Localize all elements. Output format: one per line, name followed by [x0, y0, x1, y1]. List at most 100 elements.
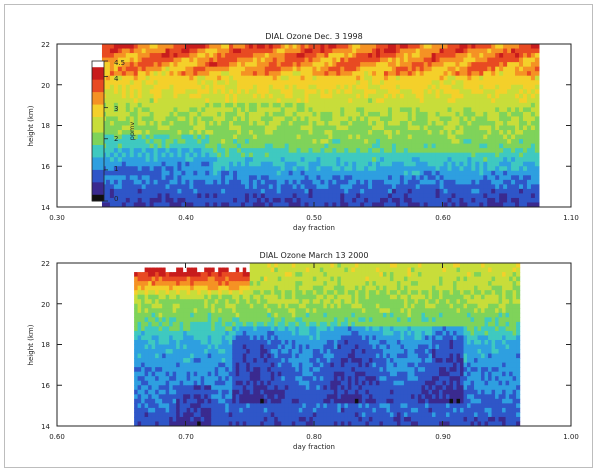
heatmap-cell: [173, 125, 179, 131]
heatmap-cell: [260, 161, 266, 167]
heatmap-cell: [186, 339, 191, 346]
heatmap-cell: [387, 111, 393, 118]
heatmap-cell: [296, 134, 302, 140]
heatmap-cell: [324, 89, 329, 95]
heatmap-cell: [134, 416, 139, 423]
heatmap-cell: [158, 303, 163, 309]
heatmap-cell: [471, 62, 476, 68]
heatmap-cell: [252, 197, 258, 204]
heatmap-cell: [427, 197, 433, 204]
heatmap-cell: [169, 349, 174, 355]
heatmap-cell: [272, 48, 278, 54]
heatmap-cell: [233, 66, 238, 72]
heatmap-cell: [459, 166, 465, 172]
heatmap-cell: [240, 71, 246, 77]
heatmap-cell: [237, 57, 242, 63]
heatmap-cell: [455, 71, 461, 77]
heatmap-cell: [137, 367, 142, 373]
heatmap-cell: [153, 202, 159, 207]
heatmap-cell: [109, 166, 115, 172]
heatmap-cell: [463, 193, 468, 199]
heatmap-cell: [240, 107, 246, 113]
heatmap-cell: [248, 184, 254, 190]
heatmap-cell: [511, 93, 516, 99]
heatmap-cell: [387, 166, 393, 172]
heatmap-cell: [391, 53, 397, 59]
heatmap-cell: [471, 157, 476, 163]
heatmap-cell: [162, 312, 167, 318]
heatmap-cell: [324, 161, 329, 167]
heatmap-cell: [189, 44, 194, 50]
heatmap-cell: [189, 161, 194, 167]
heatmap-cell: [288, 157, 294, 163]
heatmap-cell: [427, 107, 433, 113]
heatmap-cell: [121, 62, 127, 68]
heatmap-cell: [165, 276, 170, 282]
heatmap-cell: [204, 326, 209, 332]
heatmap-cell: [387, 66, 393, 72]
heatmap-cell: [288, 193, 294, 199]
heatmap-cell: [134, 330, 139, 337]
heatmap-cell: [471, 80, 476, 86]
heatmap-cell: [157, 161, 163, 167]
heatmap-cell: [137, 303, 142, 309]
heatmap-cell: [141, 371, 146, 377]
heatmap-cell: [113, 75, 119, 81]
heatmap-cell: [193, 179, 198, 185]
heatmap-cell: [105, 75, 111, 81]
heatmap-cell: [495, 53, 500, 59]
heatmap-cell: [252, 161, 258, 167]
heatmap-cell: [153, 143, 159, 149]
heatmap-cell: [221, 89, 226, 95]
colorbar-segment: [92, 67, 104, 71]
heatmap-cell: [169, 75, 175, 81]
heatmap-cell: [137, 412, 142, 418]
heatmap-cell: [129, 75, 135, 81]
heatmap-cell: [144, 272, 149, 278]
heatmap-cell: [129, 179, 135, 185]
heatmap-cell: [372, 148, 377, 154]
heatmap-cell: [467, 53, 472, 59]
heatmap-cell: [376, 152, 381, 158]
heatmap-cell: [155, 308, 160, 314]
heatmap-cell: [511, 107, 516, 113]
heatmap-cell: [399, 148, 405, 154]
heatmap-cell: [380, 57, 385, 63]
heatmap-cell: [129, 48, 135, 54]
heatmap-cell: [320, 161, 325, 167]
heatmap-cell: [205, 57, 210, 63]
heatmap-cell: [423, 107, 429, 113]
heatmap-cell: [260, 188, 266, 195]
heatmap-cell: [288, 48, 294, 54]
colorbar-tick-label: 4.5: [114, 59, 125, 67]
heatmap-cell: [217, 139, 222, 145]
heatmap-cell: [186, 272, 191, 278]
heatmap-cell: [185, 130, 190, 136]
heatmap-cell: [316, 143, 322, 149]
heatmap-cell: [165, 299, 170, 305]
heatmap-cell: [204, 416, 209, 423]
heatmap-cell: [328, 179, 333, 185]
heatmap-cell: [403, 62, 409, 68]
heatmap-cell: [157, 111, 163, 118]
heatmap-cell: [467, 143, 472, 149]
heatmap-cell: [117, 98, 123, 104]
heatmap-cell: [387, 157, 393, 163]
heatmap-cell: [308, 202, 314, 207]
heatmap-cell: [264, 184, 270, 190]
heatmap-cell: [459, 107, 465, 113]
heatmap-cell: [213, 48, 218, 54]
heatmap-cell: [225, 98, 230, 104]
heatmap-cell: [197, 166, 202, 172]
heatmap-cell: [300, 102, 306, 108]
heatmap-cell: [483, 57, 488, 63]
heatmap-cell: [380, 184, 385, 190]
heatmap-cell: [411, 57, 417, 63]
heatmap-cell: [467, 130, 472, 136]
heatmap-cell: [526, 130, 532, 136]
heatmap-cell: [360, 98, 365, 104]
heatmap-cell: [125, 62, 131, 68]
heatmap-cell: [256, 197, 262, 204]
heatmap-cell: [511, 184, 516, 190]
heatmap-cell: [276, 102, 282, 108]
